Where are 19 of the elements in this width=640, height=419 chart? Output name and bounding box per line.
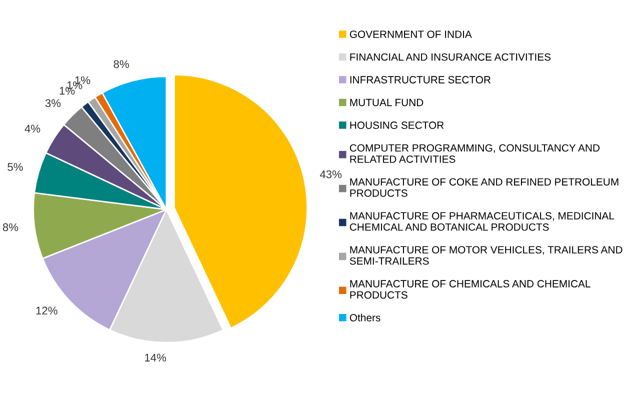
legend-label: MANUFACTURE OF COKE AND REFINED PETROLEUM PRODUCTS xyxy=(350,178,618,197)
data-label: 3% xyxy=(45,99,61,108)
legend-label: Others xyxy=(350,314,380,322)
legend-label: FINANCIAL AND INSURANCE ACTIVITIES xyxy=(350,53,551,61)
legend-label: MUTUAL FUND xyxy=(350,98,424,106)
legend-label: GOVERNMENT OF INDIA xyxy=(350,30,472,38)
legend-label: COMPUTER PROGRAMMING, CONSULTANCY AND RELATED ACTIVITIES xyxy=(350,144,600,163)
data-label: 12% xyxy=(36,306,58,314)
data-label: 8% xyxy=(2,223,18,232)
data-label: 43% xyxy=(320,170,342,178)
data-label: 14% xyxy=(145,354,166,362)
legend-label: MANUFACTURE OF MOTOR VEHICLES, TRAILERS AND SEMI-TRAILERS xyxy=(350,246,622,265)
legend-label: INFRASTRUCTURE SECTOR xyxy=(350,76,491,84)
data-label: 4% xyxy=(24,124,40,133)
data-label: 5% xyxy=(8,163,23,171)
legend-label: HOUSING SECTOR xyxy=(350,122,444,129)
data-label: 8% xyxy=(114,60,129,68)
legend-label: MANUFACTURE OF CHEMICALS AND CHEMICAL PRODUCTS xyxy=(350,280,590,299)
legend-label: MANUFACTURE OF PHARMACEUTICALS, MEDICINAL CHEMICAL AND BOTANICAL PRODUCTS xyxy=(350,212,614,231)
